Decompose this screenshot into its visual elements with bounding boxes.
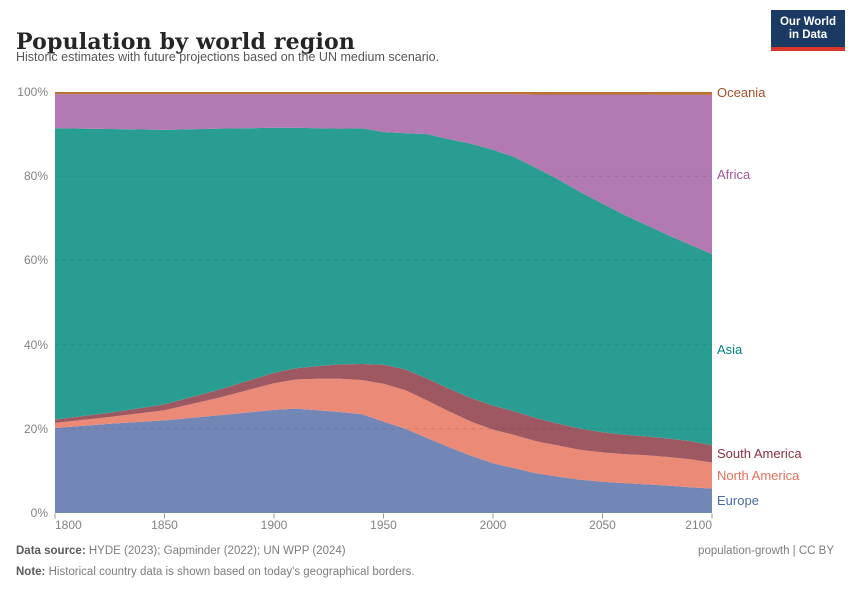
x-axis-label-1800: 1800 — [55, 518, 82, 532]
legend-label-north-america[interactable]: North America — [717, 467, 800, 483]
x-axis-label-1850: 1850 — [151, 518, 178, 532]
x-axis-label-2050: 2050 — [589, 518, 616, 532]
area-oceania[interactable] — [55, 92, 712, 95]
legend-label-south-america[interactable]: South America — [717, 445, 802, 461]
y-axis-label-100: 100% — [17, 85, 48, 99]
legend-label-europe[interactable]: Europe — [717, 492, 759, 508]
note-text: Historical country data is shown based o… — [45, 566, 415, 578]
permalink-license[interactable]: population-growth | CC BY — [698, 545, 834, 557]
legend-label-asia[interactable]: Asia — [717, 341, 743, 357]
owid-logo[interactable]: Our World in Data — [770, 10, 845, 51]
note-line: Note: Historical country data is shown b… — [16, 566, 415, 578]
x-axis-label-1950: 1950 — [370, 518, 397, 532]
x-axis-label-2100: 2100 — [685, 518, 712, 532]
y-axis-label-0: 0% — [30, 506, 48, 520]
area-europe[interactable] — [55, 408, 712, 513]
y-axis-label-80: 80% — [23, 169, 48, 184]
legend-label-africa[interactable]: Africa — [717, 166, 751, 182]
data-source-label: Data source: — [16, 545, 86, 557]
data-source-line: Data source: HYDE (2023); Gapminder (202… — [16, 545, 346, 557]
chart-subtitle: Historic estimates with future projectio… — [16, 50, 440, 64]
area-north-america[interactable] — [55, 378, 712, 489]
data-source-text: HYDE (2023); Gapminder (2022); UN WPP (2… — [85, 545, 346, 557]
legend-label-oceania[interactable]: Oceania — [717, 85, 766, 101]
y-axis-label-20: 20% — [23, 421, 48, 436]
page-title: Population by world region — [16, 28, 356, 55]
area-asia[interactable] — [55, 127, 712, 446]
x-axis-label-1900: 1900 — [260, 518, 288, 532]
area-africa[interactable] — [55, 94, 712, 255]
y-axis-label-60: 60% — [23, 253, 48, 268]
area-south-america[interactable] — [55, 364, 712, 463]
note-label: Note: — [16, 566, 46, 578]
owid-logo-line1: Our World — [779, 16, 836, 28]
owid-logo-line2: in Data — [788, 29, 828, 41]
x-axis-label-2000: 2000 — [479, 518, 507, 532]
y-axis-label-40: 40% — [23, 337, 48, 352]
